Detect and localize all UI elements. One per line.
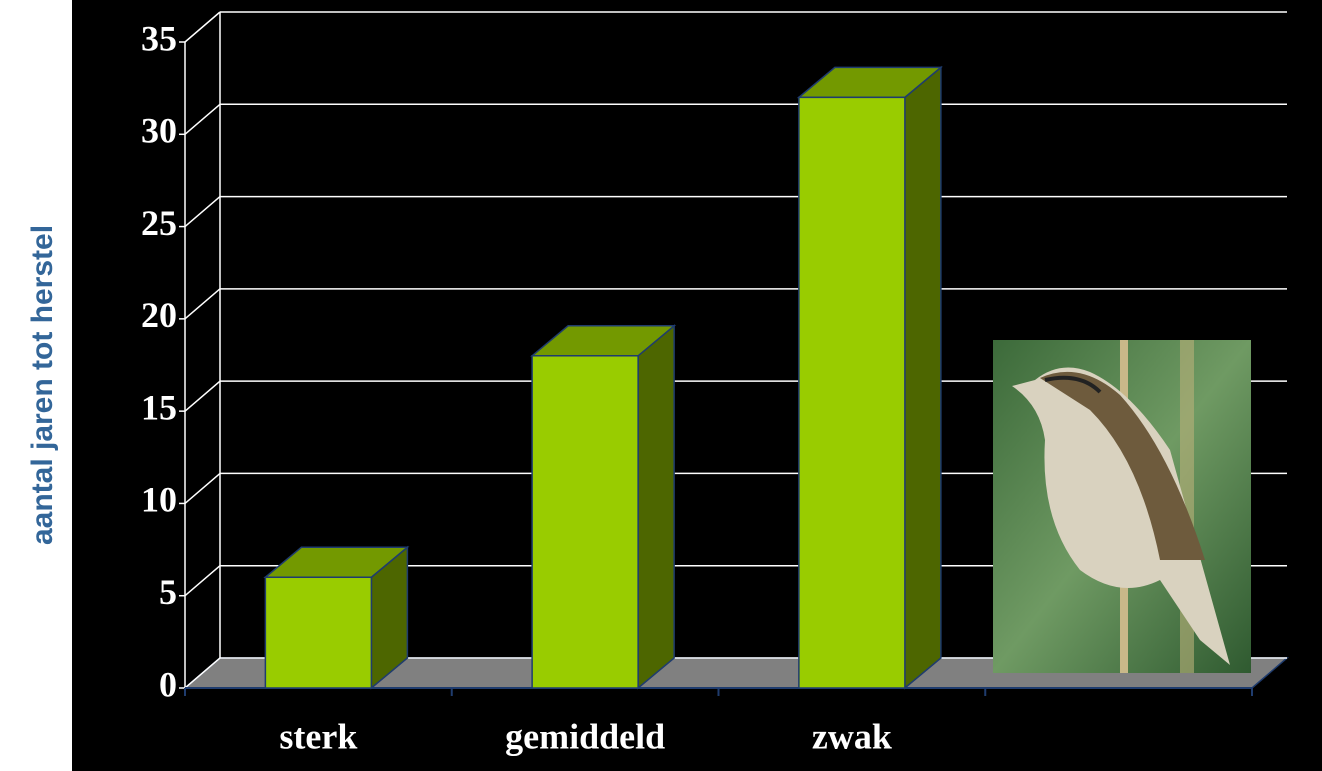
y-tick-label: 30 bbox=[141, 111, 177, 151]
grid-line-side bbox=[184, 196, 221, 228]
x-tick-label: gemiddeld bbox=[505, 716, 665, 756]
y-tick-label: 10 bbox=[141, 480, 177, 520]
bar-group bbox=[530, 324, 677, 690]
grid-line-side bbox=[184, 288, 221, 320]
y-tick-label: 25 bbox=[141, 203, 177, 243]
grid-line-side bbox=[184, 657, 221, 689]
bar-side bbox=[637, 324, 675, 690]
grid-line-side bbox=[184, 565, 221, 597]
y-axis-label: aantal jaren tot herstel bbox=[26, 225, 59, 545]
bar bbox=[798, 96, 906, 689]
bird-photo bbox=[993, 340, 1251, 673]
bar-group bbox=[796, 65, 943, 690]
grid-line-side bbox=[184, 472, 221, 504]
bar-side bbox=[904, 65, 942, 690]
x-tick-label: zwak bbox=[812, 716, 892, 756]
y-tick-label: 0 bbox=[159, 664, 177, 704]
y-tick-label: 5 bbox=[159, 572, 177, 612]
plot: 0 5 10 15 20 25 30 35 sterk gemiddeld zwak bbox=[141, 11, 1290, 756]
grid-line-side bbox=[184, 103, 221, 135]
y-tick-label: 20 bbox=[141, 295, 177, 335]
y-tick-label: 15 bbox=[141, 387, 177, 427]
grid-line-side bbox=[184, 380, 221, 412]
bar bbox=[531, 355, 639, 689]
x-tick-label: sterk bbox=[279, 716, 357, 756]
grid-line-side bbox=[184, 11, 221, 43]
bar bbox=[264, 576, 373, 689]
y-tick-label: 35 bbox=[141, 18, 177, 58]
bar-group bbox=[263, 545, 410, 690]
